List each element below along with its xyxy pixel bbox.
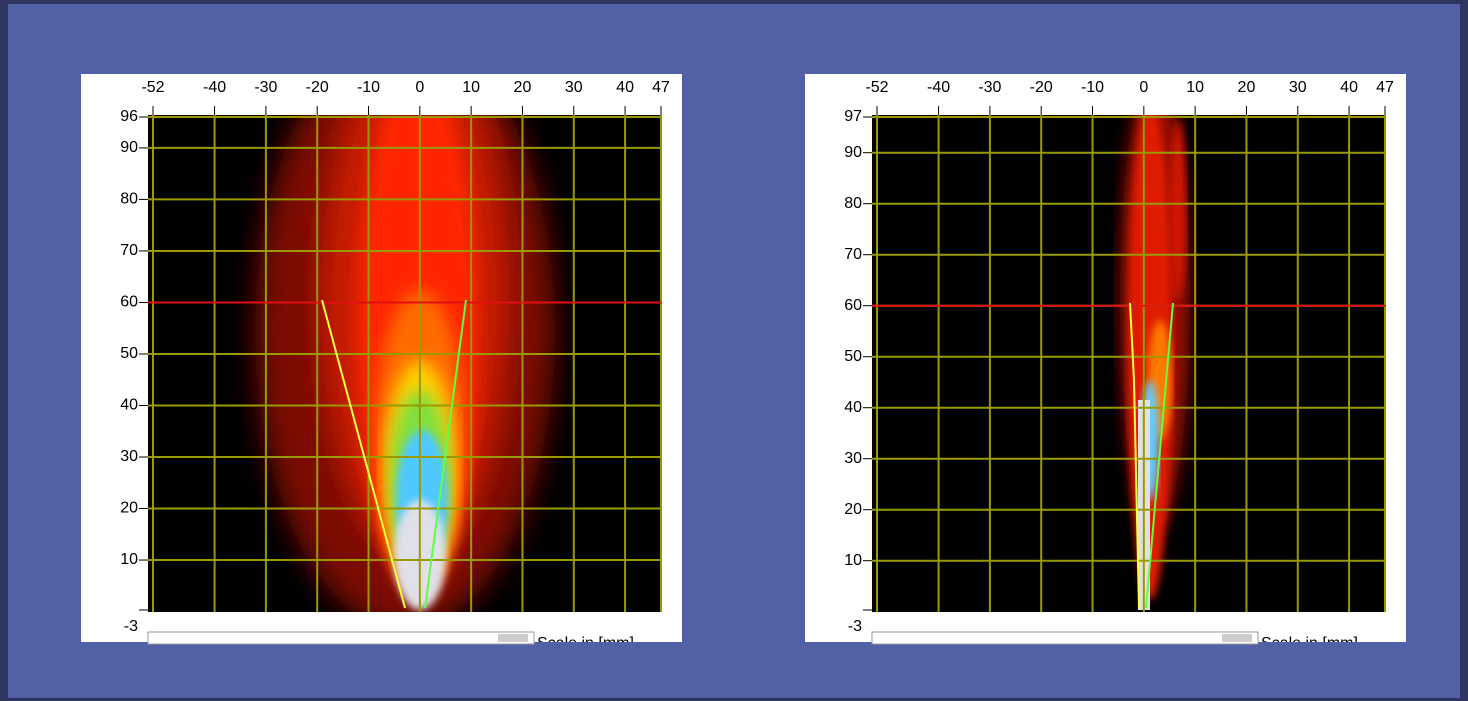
y-tick-label: 60 <box>844 297 862 314</box>
y-tick-label: 10 <box>120 551 138 568</box>
y-tick-label: 70 <box>120 242 138 259</box>
spray-image <box>150 115 658 612</box>
y-tick-label: 90 <box>844 144 862 161</box>
x-tick-label: -40 <box>927 79 950 96</box>
x-tick-label: 20 <box>1238 79 1256 96</box>
cone-line <box>1145 302 1174 609</box>
x-axis-label: Scale in [mm] <box>1261 635 1358 652</box>
x-tick-label: 10 <box>1186 79 1204 96</box>
x-label-wrap: Scale in [mm] <box>1261 635 1358 652</box>
x-tick-label: 30 <box>565 79 583 96</box>
x-tick-label: 47 <box>1376 79 1394 96</box>
x-axis-label: Scale in [mm] <box>537 635 634 652</box>
y-tick-label: 96 <box>120 108 138 125</box>
y-tick-label: 80 <box>844 195 862 212</box>
x-tick-label: 0 <box>1139 79 1148 96</box>
x-tick-label: -30 <box>254 79 277 96</box>
y-tick-label: -3 <box>848 618 862 635</box>
x-tick-label: -40 <box>203 79 226 96</box>
y-tick-label: 20 <box>120 500 138 517</box>
x-tick-label: -52 <box>865 79 888 96</box>
y-tick-label: 40 <box>844 399 862 416</box>
x-tick-label: -52 <box>141 79 164 96</box>
x-tick-label: 0 <box>415 79 424 96</box>
x-tick-label: 30 <box>1289 79 1307 96</box>
x-label-wrap: Scale in [mm] <box>537 635 634 652</box>
scrollbar-thumb[interactable] <box>498 634 528 642</box>
x-tick-label: 40 <box>616 79 634 96</box>
x-tick-label: -20 <box>306 79 329 96</box>
panel-axes: -52 -40 -30 -20 -10 0 10 20 30 40 47 96 90 80 70 60 50 40… <box>120 79 670 652</box>
x-tick-label: -30 <box>978 79 1001 96</box>
panel-axes: -52 -40 -30 -20 -10 0 10 20 30 40 47 97 90 80 70 60 50 40… <box>844 79 1394 652</box>
y-tick-label: 50 <box>844 348 862 365</box>
y-tick-label: 30 <box>844 450 862 467</box>
y-tick-label: 10 <box>844 552 862 569</box>
x-tick-label: 10 <box>462 79 480 96</box>
y-tick-label: 30 <box>120 448 138 465</box>
y-tick-label: 90 <box>120 139 138 156</box>
y-tick-label: -3 <box>124 618 138 635</box>
x-tick-label: 47 <box>652 79 670 96</box>
y-tick-label: 40 <box>120 397 138 414</box>
cone-line <box>424 299 467 609</box>
cone-line <box>321 299 406 609</box>
scrollbar-thumb[interactable] <box>1222 634 1252 642</box>
y-tick-label: 80 <box>120 191 138 208</box>
scrollbar[interactable] <box>147 631 535 645</box>
y-tick-label: 50 <box>120 345 138 362</box>
x-tick-label: -10 <box>357 79 380 96</box>
y-tick-label: 20 <box>844 501 862 518</box>
x-tick-label: -10 <box>1081 79 1104 96</box>
x-tick-label: 20 <box>514 79 532 96</box>
grid <box>872 115 1386 612</box>
y-tick-label: 60 <box>120 294 138 311</box>
grid <box>148 115 662 612</box>
x-tick-label: -20 <box>1030 79 1053 96</box>
scrollbar[interactable] <box>871 631 1259 645</box>
cone-line <box>1129 302 1140 609</box>
y-tick-label: 70 <box>844 246 862 263</box>
y-tick-label: 97 <box>844 108 862 125</box>
x-tick-label: 40 <box>1340 79 1358 96</box>
